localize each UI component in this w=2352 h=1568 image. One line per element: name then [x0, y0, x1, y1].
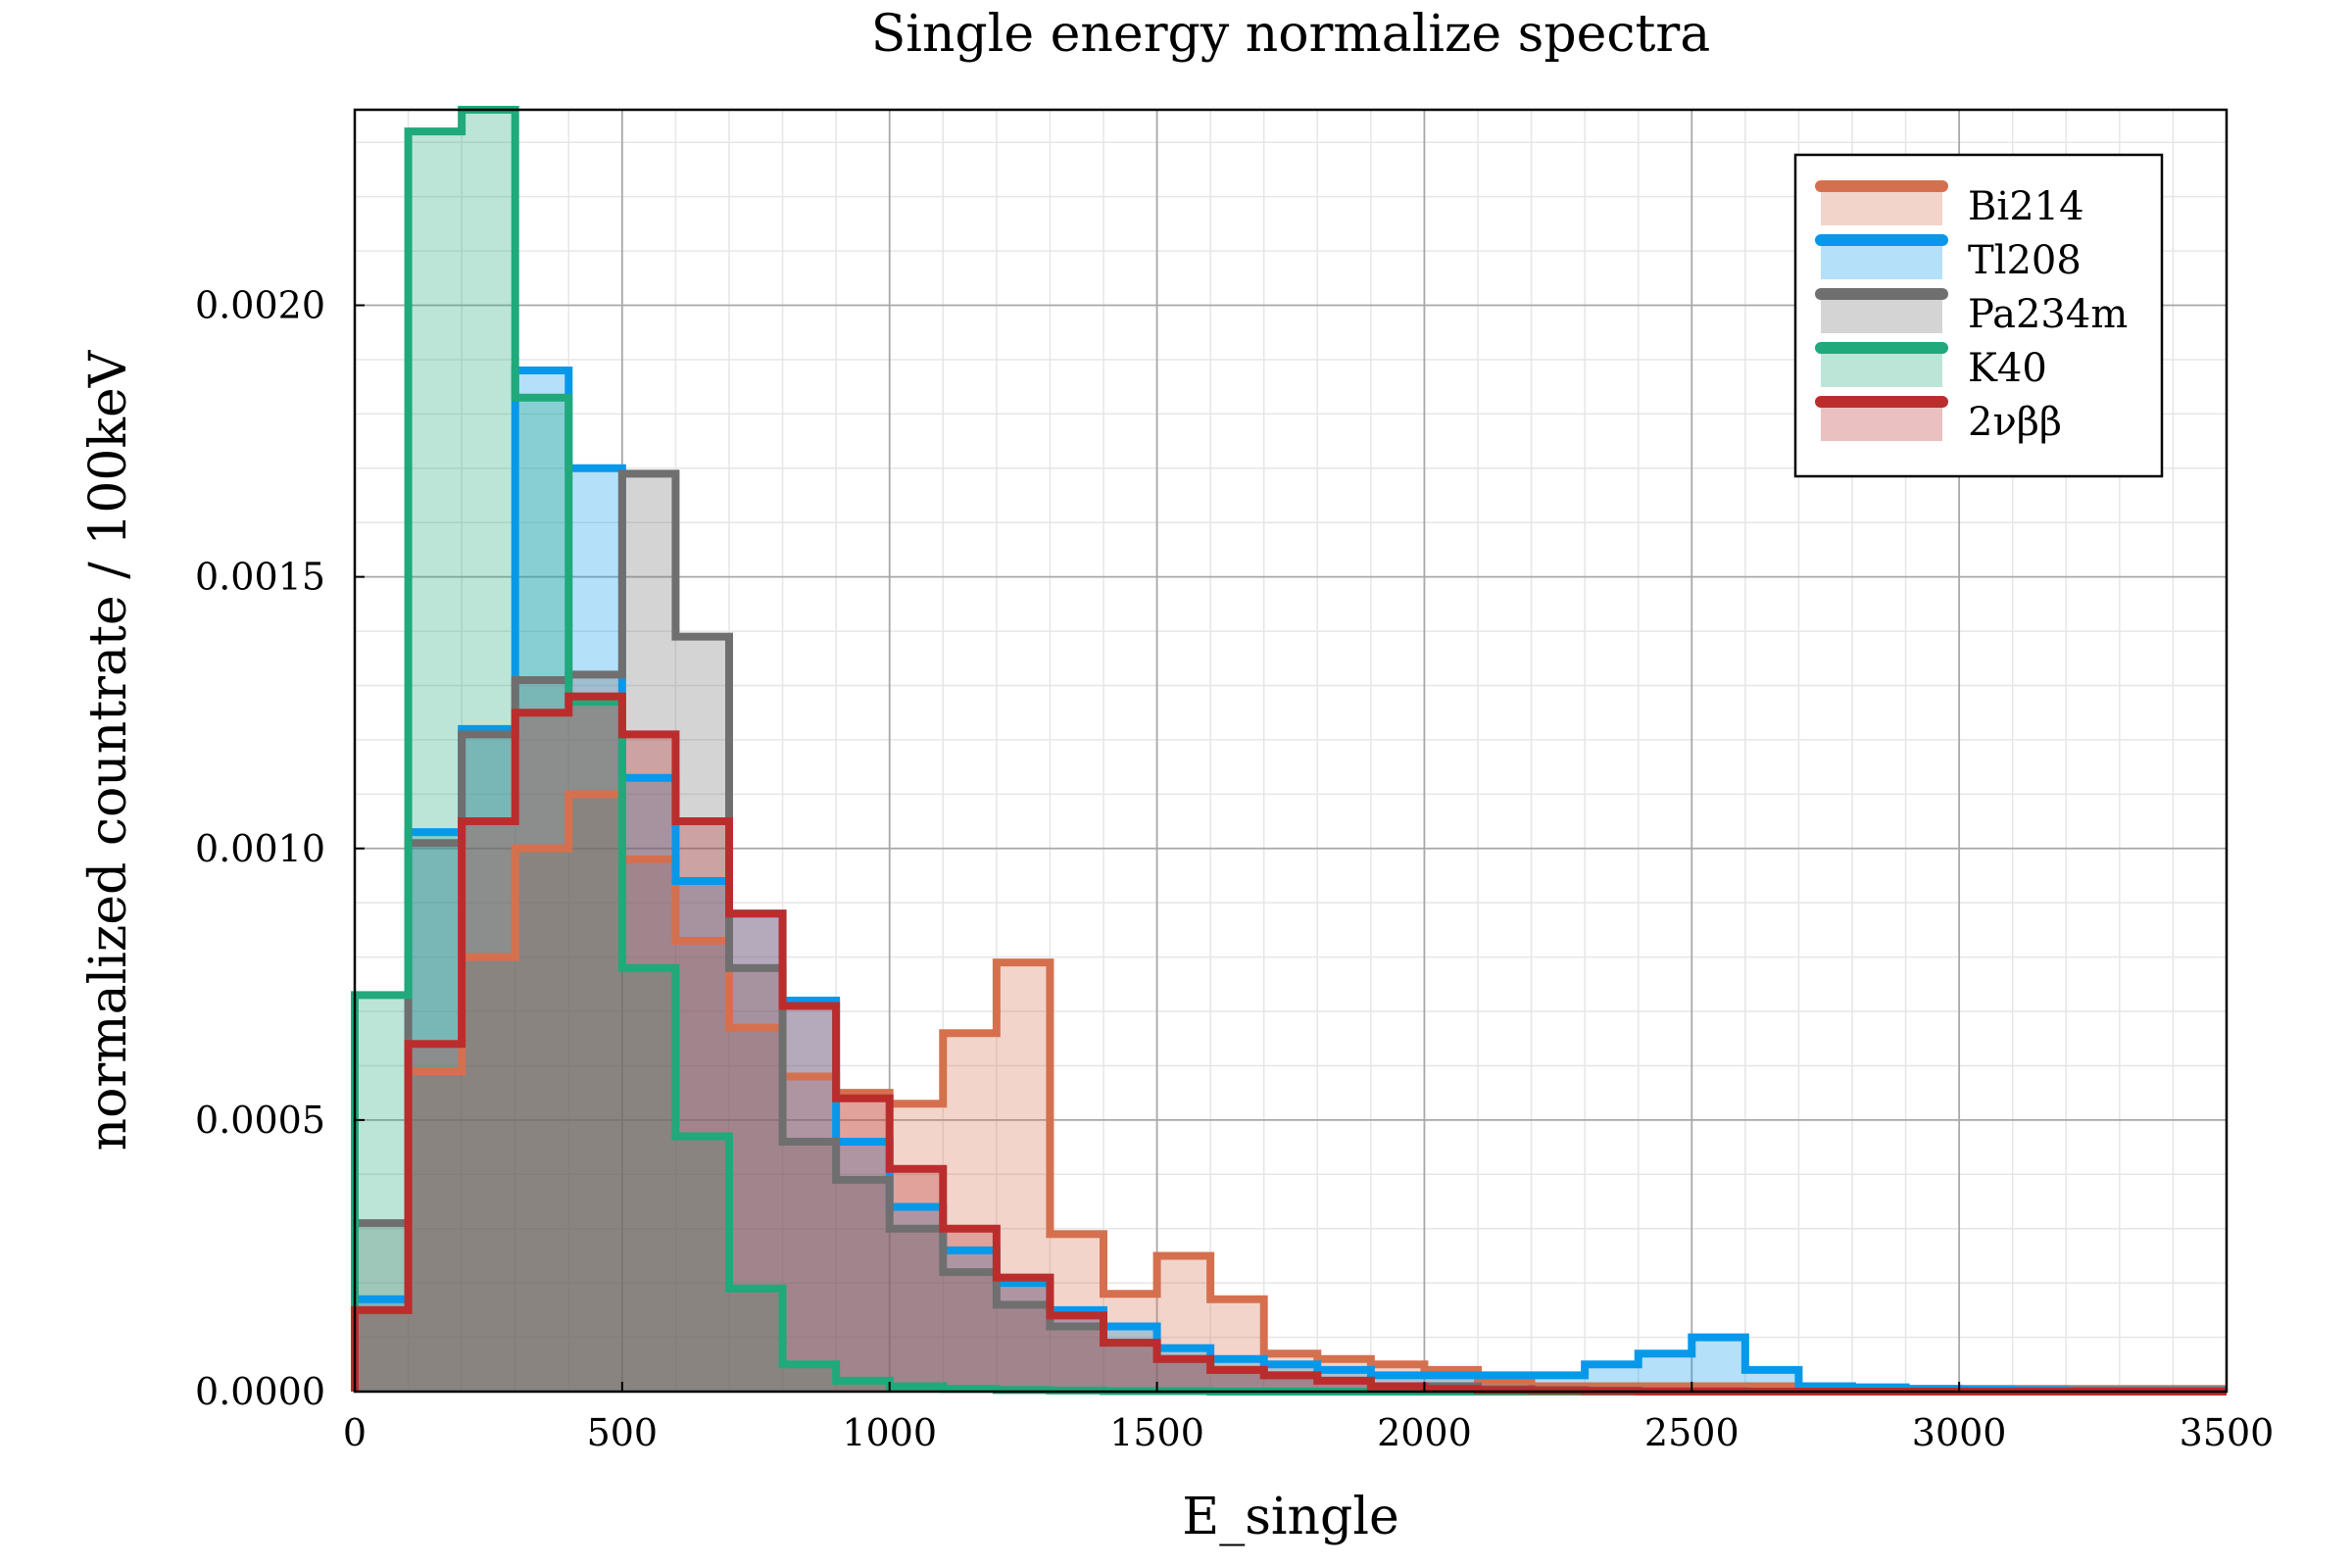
legend-swatch-fill — [1821, 402, 1942, 441]
legend-swatch-fill — [1821, 186, 1942, 225]
y-tick-label: 0.0020 — [195, 284, 325, 327]
y-axis-ticks: 0.0000 0.0005 0.0010 0.0015 0.0020 — [195, 284, 365, 1413]
series-0-fill — [355, 794, 2227, 1392]
legend-box — [1793, 153, 2164, 478]
series-fills — [355, 110, 2227, 1392]
x-axis-ticks: 0 500 1000 1500 2000 2500 3000 3500 — [343, 1382, 2274, 1454]
x-tick-label: 2500 — [1644, 1411, 1740, 1454]
x-tick-label: 1500 — [1109, 1411, 1204, 1454]
legend-entry: Bi214 — [1815, 180, 2084, 229]
y-tick-label: 0.0000 — [195, 1370, 325, 1413]
y-axis-label: normalized countrate / 100keV — [79, 349, 138, 1151]
legend-label: 2νββ — [1968, 400, 2062, 445]
legend-swatch-fill — [1821, 348, 1942, 387]
y-tick-label: 0.0005 — [195, 1099, 325, 1142]
legend: Bi214 Tl208 Pa234m K40 2νββ — [1793, 153, 2164, 478]
legend-items: Bi214 Tl208 Pa234m K40 2νββ — [1815, 180, 2128, 445]
x-tick-label: 500 — [587, 1411, 659, 1454]
legend-label: K40 — [1968, 346, 2047, 391]
x-tick-label: 3000 — [1912, 1411, 2007, 1454]
legend-swatch-fill — [1821, 294, 1942, 333]
series-2-fill — [355, 473, 2227, 1392]
legend-entry: Tl208 — [1815, 234, 2082, 283]
legend-label: Bi214 — [1968, 184, 2084, 229]
legend-swatch-fill — [1821, 240, 1942, 279]
x-tick-label: 2000 — [1377, 1411, 1472, 1454]
y-tick-label: 0.0010 — [195, 827, 325, 870]
x-tick-label: 0 — [343, 1411, 367, 1454]
series-3-fill — [355, 110, 2227, 1392]
legend-entry: Pa234m — [1815, 288, 2128, 337]
chart-title: Single energy normalize spectra — [871, 5, 1711, 64]
y-tick-label: 0.0015 — [195, 556, 325, 599]
legend-entry: 2νββ — [1815, 396, 2062, 445]
legend-label: Pa234m — [1968, 292, 2128, 337]
legend-label: Tl208 — [1968, 238, 2082, 283]
x-tick-label: 3500 — [2180, 1411, 2275, 1454]
series-0-line — [351, 790, 2227, 1394]
series-4-fill — [355, 696, 2227, 1392]
series-1-fill — [355, 370, 2227, 1392]
plot-frame — [353, 108, 2229, 1394]
legend-entry: K40 — [1815, 342, 2047, 391]
x-tick-label: 1000 — [842, 1411, 937, 1454]
plot-area — [351, 106, 2229, 1396]
x-axis-label: E_single — [1182, 1488, 1398, 1546]
